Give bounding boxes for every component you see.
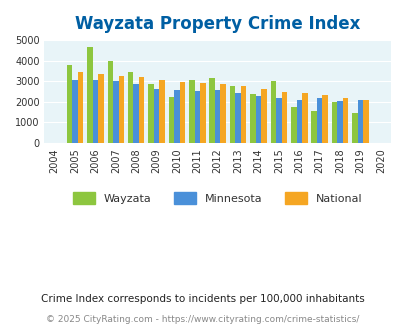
Bar — [189, 80, 194, 143]
Bar — [168, 97, 174, 143]
Bar — [153, 89, 159, 143]
Bar — [67, 65, 72, 143]
Bar — [229, 86, 235, 143]
Bar — [174, 90, 179, 143]
Bar — [249, 94, 255, 143]
Bar — [118, 76, 124, 143]
Bar — [261, 89, 266, 143]
Text: © 2025 CityRating.com - https://www.cityrating.com/crime-statistics/: © 2025 CityRating.com - https://www.city… — [46, 315, 359, 324]
Bar — [78, 72, 83, 143]
Bar — [281, 92, 286, 143]
Bar — [148, 84, 153, 143]
Bar — [215, 90, 220, 143]
Bar — [331, 102, 337, 143]
Text: Crime Index corresponds to incidents per 100,000 inhabitants: Crime Index corresponds to incidents per… — [41, 294, 364, 304]
Bar — [322, 95, 327, 143]
Bar — [92, 80, 98, 143]
Bar — [316, 98, 322, 143]
Title: Wayzata Property Crime Index: Wayzata Property Crime Index — [75, 15, 360, 33]
Bar — [128, 72, 133, 143]
Bar — [209, 78, 215, 143]
Bar — [72, 80, 78, 143]
Bar — [113, 81, 118, 143]
Legend: Wayzata, Minnesota, National: Wayzata, Minnesota, National — [68, 188, 366, 208]
Bar — [200, 83, 205, 143]
Bar — [159, 81, 164, 143]
Bar — [290, 107, 296, 143]
Bar — [337, 101, 342, 143]
Bar — [255, 96, 261, 143]
Bar — [296, 100, 301, 143]
Bar — [107, 61, 113, 143]
Bar — [311, 111, 316, 143]
Bar — [139, 77, 144, 143]
Bar — [240, 86, 246, 143]
Bar — [270, 81, 275, 143]
Bar — [133, 84, 139, 143]
Bar — [235, 93, 240, 143]
Bar — [220, 84, 226, 143]
Bar — [362, 100, 368, 143]
Bar — [179, 82, 185, 143]
Bar — [301, 93, 307, 143]
Bar — [351, 113, 357, 143]
Bar — [87, 47, 92, 143]
Bar — [194, 91, 200, 143]
Bar — [98, 75, 103, 143]
Bar — [357, 100, 362, 143]
Bar — [342, 98, 347, 143]
Bar — [275, 98, 281, 143]
